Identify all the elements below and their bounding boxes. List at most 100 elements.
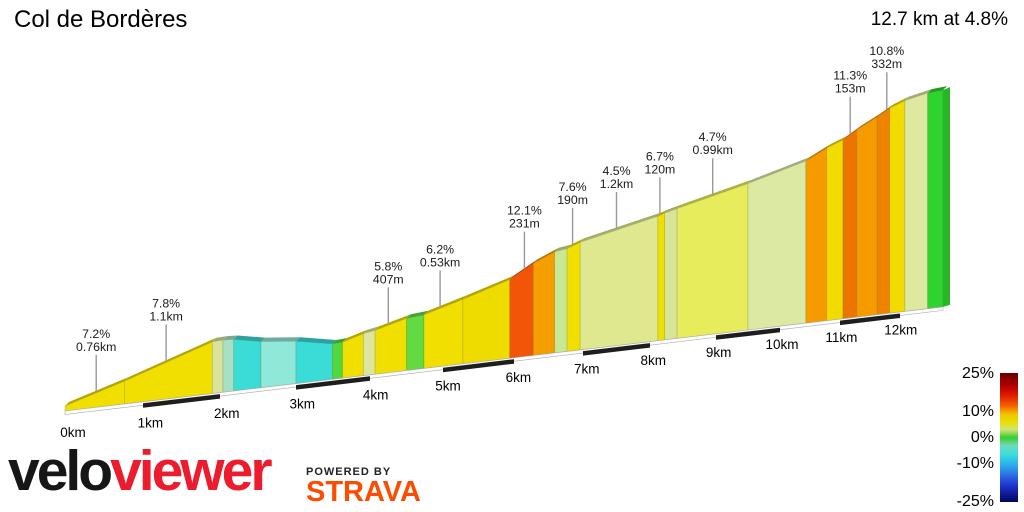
gradient-annotation-length: 0.53km bbox=[420, 256, 460, 270]
profile-segment bbox=[664, 208, 678, 341]
segment-roof bbox=[843, 125, 861, 140]
segment-roof bbox=[406, 310, 428, 319]
x-axis-label: 7km bbox=[574, 362, 600, 377]
gradient-annotation: 6.2% bbox=[426, 243, 454, 257]
segment-roof bbox=[124, 337, 217, 382]
profile-segment bbox=[532, 251, 556, 356]
segment-roof bbox=[375, 314, 411, 331]
x-axis-label: 4km bbox=[363, 388, 389, 403]
profile-segment bbox=[554, 248, 568, 354]
profile-segment bbox=[904, 92, 928, 312]
x-axis-label: 5km bbox=[435, 379, 461, 394]
gradient-legend-bar bbox=[1000, 373, 1018, 502]
gradient-annotation-length: 1.2km bbox=[600, 177, 634, 191]
profile-segment bbox=[826, 139, 844, 322]
profile-segment bbox=[566, 241, 581, 352]
climb-summary: 12.7 km at 4.8% bbox=[870, 9, 1008, 30]
segment-roof bbox=[533, 247, 559, 264]
segment-roof bbox=[580, 212, 662, 243]
gradient-annotation-length: 190m bbox=[557, 193, 588, 207]
profile-segment bbox=[805, 147, 828, 324]
gradient-annotation-length: 120m bbox=[645, 162, 676, 176]
segment-roof bbox=[261, 337, 300, 342]
profile-segment bbox=[876, 107, 891, 316]
segment-roof bbox=[554, 244, 572, 252]
gradient-annotation: 11.3% bbox=[833, 69, 867, 83]
gradient-annotation: 6.7% bbox=[646, 149, 674, 163]
veloviewer-logo: veloviewer bbox=[8, 443, 273, 500]
segment-roof bbox=[748, 157, 810, 184]
profile-segment bbox=[462, 279, 511, 365]
profile-segment bbox=[260, 340, 297, 389]
segment-roof bbox=[677, 179, 752, 209]
legend-tick-label: 0% bbox=[970, 429, 994, 446]
segment-roof bbox=[424, 295, 467, 315]
profile-segment bbox=[222, 339, 234, 393]
x-axis-label: 12km bbox=[884, 322, 917, 337]
legend-tick-label: 10% bbox=[961, 403, 994, 421]
axis-black-bar bbox=[840, 313, 900, 326]
profile-segment bbox=[927, 89, 944, 310]
logo-velo-text: velo bbox=[8, 439, 113, 503]
profile-segment bbox=[295, 340, 333, 384]
segment-roof bbox=[856, 113, 882, 130]
segment-roof bbox=[657, 209, 669, 217]
x-axis-label: 8km bbox=[640, 353, 666, 368]
gradient-annotation-length: 153m bbox=[835, 82, 866, 96]
gradient-annotation: 4.5% bbox=[602, 164, 630, 178]
segment-roof bbox=[223, 335, 238, 341]
gradient-annotation: 10.8% bbox=[869, 44, 904, 58]
segment-roof bbox=[904, 89, 932, 101]
x-axis-label: 6km bbox=[506, 370, 532, 385]
axis-black-bar bbox=[583, 343, 650, 356]
profile-segment bbox=[212, 339, 224, 394]
profile-segment bbox=[747, 160, 807, 331]
segment-roof bbox=[342, 329, 368, 343]
gradient-annotation-length: 332m bbox=[871, 57, 902, 71]
gradient-annotation-length: 407m bbox=[373, 272, 404, 286]
x-axis-label: 1km bbox=[138, 415, 164, 430]
x-axis-label: 11km bbox=[825, 330, 857, 345]
gradient-annotation: 7.8% bbox=[152, 297, 180, 311]
profile-segment bbox=[124, 341, 213, 405]
gradient-annotation: 4.7% bbox=[699, 130, 727, 144]
axis-black-bar bbox=[443, 359, 514, 373]
axis-black-bar bbox=[716, 327, 780, 340]
gradient-annotation: 7.6% bbox=[559, 180, 587, 194]
segment-roof bbox=[889, 96, 909, 109]
segment-roof bbox=[927, 86, 947, 94]
profile-segment bbox=[856, 116, 878, 318]
legend-tick-label: -10% bbox=[956, 454, 994, 472]
profile-segment bbox=[406, 314, 425, 371]
segment-roof bbox=[332, 338, 347, 344]
gradient-annotation: 7.2% bbox=[82, 327, 110, 341]
segment-roof bbox=[664, 204, 682, 214]
profile-segment bbox=[676, 183, 749, 339]
profile-segment bbox=[331, 341, 343, 380]
segment-roof bbox=[877, 104, 894, 117]
profile-end-cap bbox=[943, 87, 950, 307]
profile-segment bbox=[362, 329, 376, 376]
profile-segment bbox=[233, 339, 262, 392]
profile-segment bbox=[657, 212, 665, 342]
gradient-annotation-length: 1.1km bbox=[149, 310, 183, 324]
x-axis-label: 0km bbox=[60, 425, 86, 440]
x-axis-label: 2km bbox=[214, 406, 240, 421]
powered-by-label: POWERED BY bbox=[306, 466, 392, 478]
segment-roof bbox=[509, 259, 538, 280]
profile-segment bbox=[889, 100, 906, 314]
segment-roof bbox=[233, 335, 265, 342]
legend-tick-label: 25% bbox=[961, 365, 994, 382]
x-axis-label: 10km bbox=[765, 337, 798, 352]
page-title: Col de Bordères bbox=[14, 6, 188, 33]
gradient-annotation: 12.1% bbox=[507, 204, 542, 218]
x-axis-label: 9km bbox=[706, 345, 732, 360]
segment-roof bbox=[363, 326, 380, 334]
x-axis-label: 3km bbox=[289, 397, 315, 412]
logo-viewer-text: viewer bbox=[110, 439, 272, 503]
gradient-annotation: 5.8% bbox=[374, 259, 402, 273]
strava-attribution: POWERED BY STRAVA bbox=[306, 466, 421, 509]
axis-black-bar bbox=[143, 394, 220, 408]
legend-tick-label: -25% bbox=[956, 493, 994, 510]
